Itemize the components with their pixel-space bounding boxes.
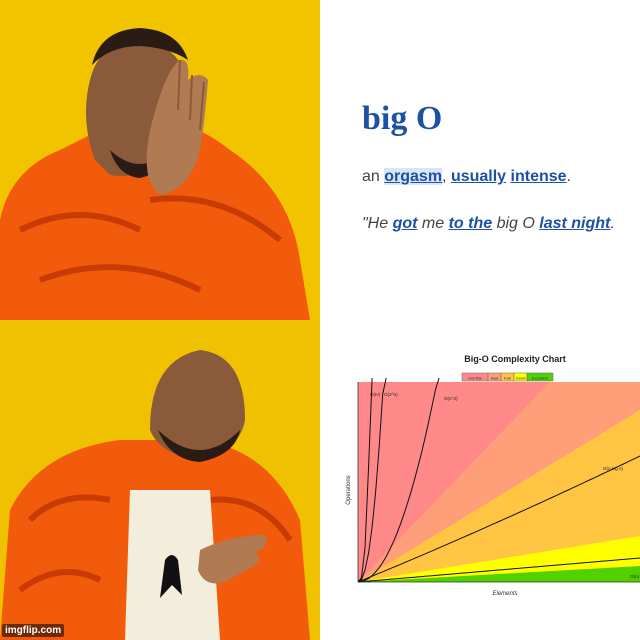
example-link-got[interactable]: got: [392, 215, 418, 232]
panel-top-right: big O an orgasm, usually intense. "He go…: [320, 0, 640, 320]
legend-label-excellent: Excellent: [532, 376, 549, 381]
y-axis-label: Operations: [346, 475, 352, 504]
region-excellent: [358, 566, 640, 582]
curve-factorial: [357, 377, 373, 583]
example-text-4: .: [610, 215, 615, 232]
big-o-complexity-chart: Big-O Complexity Chart Horrible Bad Fair Goo…: [346, 354, 640, 597]
curve-n-log-n: [357, 455, 640, 583]
legend-swatch-excellent: [526, 372, 554, 382]
example-text-1: "He: [362, 215, 393, 232]
meaning-sep: ,: [442, 168, 451, 185]
legend-label-horrible: Horrible: [468, 376, 483, 381]
example-text-2: me: [417, 215, 449, 232]
legend-label-bad: Bad: [491, 376, 498, 381]
curve-label-3: O(n log n): [603, 466, 624, 471]
drake-approving-image: [0, 350, 310, 640]
definition-meaning: an orgasm, usually intense.: [362, 168, 571, 186]
legend-label-fair: Fair: [504, 376, 512, 381]
panel-bottom-left: [0, 320, 320, 640]
example-link-last-night[interactable]: last night: [539, 215, 611, 232]
panel-top-left: [0, 0, 320, 320]
curve-label-4: O(n): [630, 574, 640, 579]
meaning-link-orgasm[interactable]: orgasm: [384, 168, 443, 185]
region-fair: [358, 410, 640, 582]
curve-exponential: [357, 377, 387, 583]
definition-example: "He got me to the big O last night.: [362, 215, 615, 233]
meaning-prefix: an: [362, 168, 385, 185]
curve-label-2: O(n^2): [444, 396, 458, 401]
meaning-link-usually[interactable]: usually: [450, 168, 507, 185]
chart-title: Big-O Complexity Chart: [464, 354, 566, 364]
curve-label-1: O(2^n): [384, 392, 398, 397]
legend-label-good: Good: [516, 376, 526, 381]
drake-rejecting-image: [0, 28, 310, 320]
definition-word[interactable]: big O: [362, 100, 443, 137]
meaning-link-intense[interactable]: intense: [510, 168, 567, 185]
imgflip-watermark: imgflip.com: [2, 624, 65, 637]
panel-bottom-right: Big-O Complexity Chart Horrible Bad Fair Goo…: [320, 320, 640, 640]
curve-linear: [357, 557, 640, 583]
curve-label-0: O(n!): [370, 392, 381, 397]
x-axis-label: Elements: [492, 591, 517, 597]
meaning-suffix: .: [566, 168, 571, 185]
example-text-3: big O: [492, 215, 540, 232]
example-link-to-the[interactable]: to the: [448, 215, 493, 232]
